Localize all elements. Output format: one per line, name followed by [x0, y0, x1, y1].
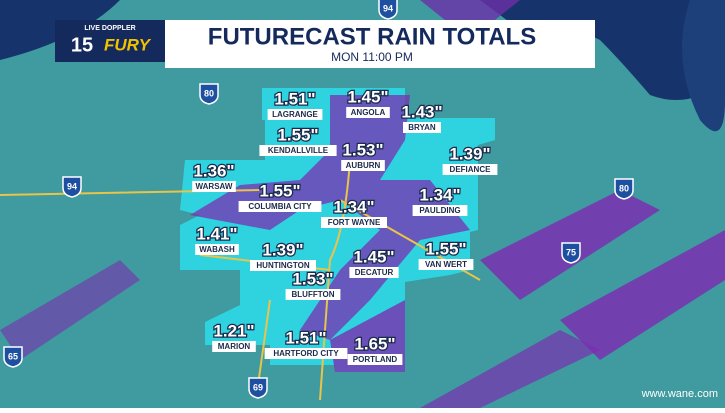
highway-number: 80 — [204, 88, 214, 98]
name-box — [267, 109, 323, 120]
name-box — [238, 201, 322, 212]
lake-erie — [682, 0, 725, 132]
rain-total: 1.55" — [259, 181, 300, 200]
name-box — [264, 348, 348, 359]
city-name: BLUFFTON — [292, 290, 335, 299]
highway-shield — [248, 377, 268, 399]
city-name: WABASH — [199, 245, 235, 254]
rain-total: 1.43" — [401, 102, 442, 121]
city-name: DEFIANCE — [450, 165, 492, 174]
name-box — [192, 181, 236, 192]
name-box — [442, 164, 498, 175]
name-box — [321, 217, 387, 228]
rain-total: 1.39" — [449, 144, 490, 163]
city-name: HARTFORD CITY — [273, 349, 339, 358]
rain-total: 1.53" — [292, 269, 333, 288]
highway-number: 94 — [67, 181, 77, 191]
highway-number: 94 — [383, 3, 393, 13]
city-name: ANGOLA — [351, 108, 386, 117]
highway-number: 75 — [566, 247, 576, 257]
city-name: VAN WERT — [425, 260, 467, 269]
rain-total: 1.45" — [347, 87, 388, 106]
city-name: FORT WAYNE — [328, 218, 381, 227]
city-name: MARION — [218, 342, 251, 351]
name-box — [195, 244, 239, 255]
rain-band — [0, 260, 140, 360]
rain-total: 1.34" — [333, 197, 374, 216]
city-name: COLUMBIA CITY — [248, 202, 312, 211]
rain-total: 1.55" — [277, 125, 318, 144]
rain-total: 1.53" — [342, 140, 383, 159]
title: FUTURECAST RAIN TOTALS — [208, 23, 536, 50]
highway-shield — [62, 176, 82, 198]
highway-number: 65 — [8, 351, 18, 361]
rain-total: 1.45" — [353, 247, 394, 266]
city-name: WARSAW — [196, 182, 233, 191]
name-box — [403, 122, 441, 133]
city-name: PAULDING — [419, 206, 460, 215]
logo-word: FURY — [104, 35, 152, 54]
website: www.wane.com — [641, 388, 718, 400]
name-box — [418, 259, 474, 270]
name-box — [347, 354, 403, 365]
name-box — [412, 205, 468, 216]
rain-total: 1.39" — [262, 240, 303, 259]
rain-band — [420, 330, 600, 408]
highway-shield — [561, 242, 581, 264]
name-box — [212, 341, 256, 352]
highway-number: 69 — [253, 382, 263, 392]
name-box — [341, 160, 385, 171]
highway-number: 80 — [619, 183, 629, 193]
name-box — [250, 260, 316, 271]
name-box — [349, 267, 399, 278]
highway-shield — [3, 346, 23, 368]
rain-total: 1.21" — [213, 321, 254, 340]
logo-top: LIVE DOPPLER — [84, 25, 135, 32]
rain-total: 1.41" — [196, 224, 237, 243]
rain-total: 1.34" — [419, 185, 460, 204]
rain-total: 1.51" — [274, 89, 315, 108]
rain-total: 1.65" — [354, 334, 395, 353]
name-box — [346, 107, 390, 118]
rain-total: 1.51" — [285, 328, 326, 347]
rain-total: 1.36" — [193, 161, 234, 180]
city-name: PORTLAND — [353, 355, 398, 364]
highway-shield — [378, 0, 398, 20]
logo-box — [55, 20, 165, 62]
rain-band — [560, 230, 725, 360]
city-name: HUNTINGTON — [256, 261, 309, 270]
name-box — [259, 145, 337, 156]
city-name: LAGRANGE — [272, 110, 318, 119]
city-name: BRYAN — [408, 123, 436, 132]
logo-number: 15 — [71, 34, 93, 56]
title-box — [165, 20, 595, 68]
name-box — [285, 289, 341, 300]
highway-shield — [614, 178, 634, 200]
subtitle: MON 11:00 PM — [331, 50, 413, 64]
counties — [180, 88, 495, 372]
city-name: KENDALLVILLE — [268, 146, 329, 155]
highway-shield — [199, 83, 219, 105]
city-name: DECATUR — [355, 268, 394, 277]
rain-total: 1.55" — [425, 239, 466, 258]
city-name: AUBURN — [346, 161, 381, 170]
